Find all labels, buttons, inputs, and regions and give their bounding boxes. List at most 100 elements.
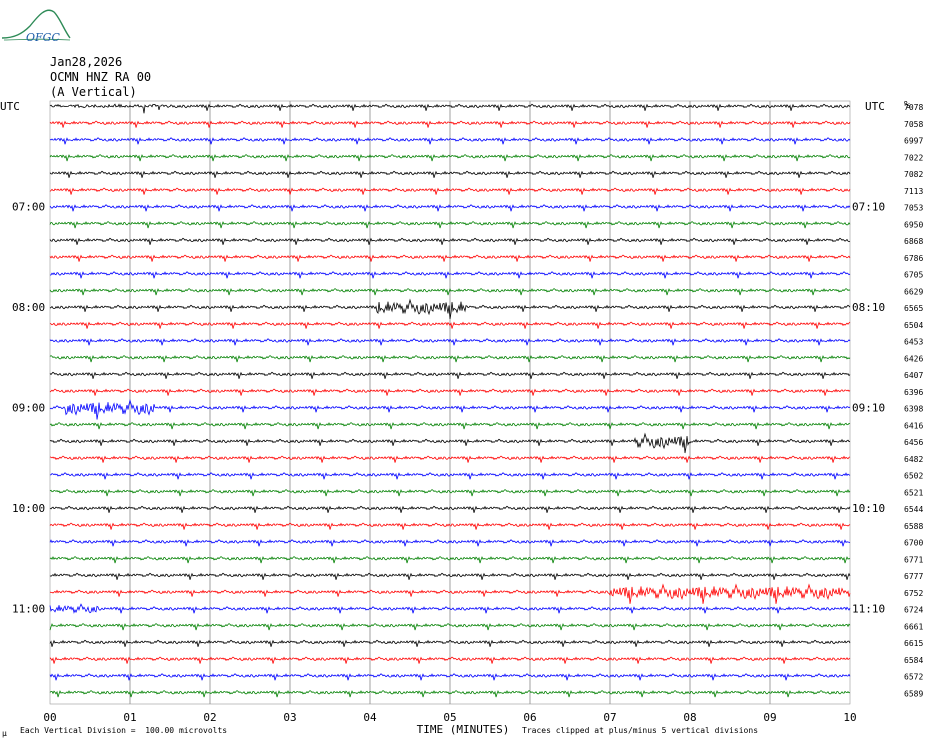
trace-14 bbox=[49, 338, 851, 346]
trace-value-26: 6700 bbox=[904, 539, 923, 548]
trace-value-24: 6544 bbox=[904, 505, 923, 514]
trace-4 bbox=[49, 170, 851, 178]
trace-value-6: 7053 bbox=[904, 204, 923, 213]
right-time-label-2: 09:10 bbox=[852, 402, 885, 415]
trace-12 bbox=[49, 298, 851, 320]
left-time-label-0: 07:00 bbox=[12, 201, 45, 214]
left-time-label-3: 10:00 bbox=[12, 502, 45, 515]
trace-20 bbox=[49, 432, 851, 454]
trace-value-21: 6482 bbox=[904, 455, 923, 464]
component-label: (A Vertical) bbox=[50, 85, 137, 99]
x-tick-label-2: 02 bbox=[203, 711, 216, 724]
trace-value-18: 6398 bbox=[904, 405, 923, 414]
trace-26 bbox=[49, 539, 851, 547]
trace-value-7: 6950 bbox=[904, 220, 923, 229]
trace-19 bbox=[49, 422, 851, 430]
station-code: OCMN HNZ RA 00 bbox=[50, 70, 152, 84]
trace-value-32: 6615 bbox=[904, 639, 923, 648]
x-axis-label: TIME (MINUTES) bbox=[417, 723, 510, 736]
right-time-label-3: 10:10 bbox=[852, 502, 885, 515]
right-time-label-1: 08:10 bbox=[852, 301, 885, 314]
left-time-label-2: 09:00 bbox=[12, 402, 45, 415]
x-tick-label-7: 07 bbox=[603, 711, 616, 724]
clip-note: Traces clipped at plus/minus 5 vertical … bbox=[522, 726, 759, 735]
trace-24 bbox=[49, 505, 851, 513]
ofgc-logo: OFGC bbox=[0, 4, 74, 44]
trace-value-22: 6502 bbox=[904, 472, 923, 481]
trace-value-30: 6724 bbox=[904, 606, 923, 615]
trace-value-16: 6407 bbox=[904, 371, 923, 380]
trace-value-35: 6589 bbox=[904, 689, 923, 698]
plot-date: Jan28,2026 bbox=[50, 55, 123, 69]
right-time-label-0: 07:10 bbox=[852, 201, 885, 214]
trace-10 bbox=[49, 271, 851, 279]
trace-value-2: 6997 bbox=[904, 137, 923, 146]
trace-value-1: 7058 bbox=[904, 120, 923, 129]
trace-value-19: 6416 bbox=[904, 421, 923, 430]
trace-5 bbox=[49, 187, 851, 195]
trace-value-29: 6752 bbox=[904, 589, 923, 598]
trace-17 bbox=[49, 388, 851, 396]
trace-29 bbox=[49, 583, 851, 604]
trace-0 bbox=[49, 103, 851, 114]
trace-8 bbox=[49, 237, 851, 245]
corner-mark: μ bbox=[2, 729, 7, 738]
trace-value-12: 6565 bbox=[904, 304, 923, 313]
trace-11 bbox=[49, 288, 851, 296]
trace-32 bbox=[49, 639, 851, 647]
trace-value-10: 6705 bbox=[904, 271, 923, 280]
trace-value-28: 6777 bbox=[904, 572, 923, 581]
trace-1 bbox=[49, 120, 851, 128]
trace-value-14: 6453 bbox=[904, 338, 923, 347]
trace-2 bbox=[49, 137, 851, 145]
trace-value-11: 6629 bbox=[904, 287, 923, 296]
trace-27 bbox=[49, 556, 851, 564]
trace-value-23: 6521 bbox=[904, 488, 923, 497]
x-tick-label-6: 06 bbox=[523, 711, 536, 724]
trace-value-4: 7082 bbox=[904, 170, 923, 179]
trace-15 bbox=[49, 355, 851, 363]
trace-25 bbox=[49, 522, 851, 530]
x-tick-label-1: 01 bbox=[123, 711, 136, 724]
trace-value-34: 6572 bbox=[904, 673, 923, 682]
trace-value-20: 6456 bbox=[904, 438, 923, 447]
trace-value-17: 6396 bbox=[904, 388, 923, 397]
trace-value-8: 6868 bbox=[904, 237, 923, 246]
trace-9 bbox=[49, 254, 851, 262]
x-tick-label-9: 09 bbox=[763, 711, 776, 724]
trace-23 bbox=[49, 489, 851, 497]
x-tick-label-4: 04 bbox=[363, 711, 377, 724]
trace-value-0: 7078 bbox=[904, 103, 923, 112]
trace-value-31: 6661 bbox=[904, 622, 923, 631]
trace-28 bbox=[49, 572, 851, 580]
trace-7 bbox=[49, 221, 851, 229]
x-tick-label-10: 10 bbox=[843, 711, 856, 724]
trace-13 bbox=[49, 321, 851, 329]
right-timezone-label: UTC bbox=[865, 100, 885, 113]
trace-35 bbox=[49, 690, 850, 698]
trace-18 bbox=[49, 399, 851, 420]
trace-33 bbox=[49, 656, 851, 664]
trace-21 bbox=[49, 455, 851, 463]
right-units-label: % bbox=[904, 100, 910, 111]
trace-31 bbox=[49, 623, 851, 631]
trace-6 bbox=[49, 204, 851, 212]
x-tick-label-3: 03 bbox=[283, 711, 296, 724]
trace-value-27: 6771 bbox=[904, 555, 923, 564]
trace-value-9: 6786 bbox=[904, 254, 923, 263]
trace-value-25: 6588 bbox=[904, 522, 923, 531]
trace-16 bbox=[49, 371, 851, 379]
trace-30 bbox=[49, 603, 851, 614]
trace-22 bbox=[49, 472, 851, 480]
left-time-label-4: 11:00 bbox=[12, 603, 45, 616]
trace-3 bbox=[49, 154, 851, 162]
trace-value-13: 6504 bbox=[904, 321, 923, 330]
logo-text: OFGC bbox=[26, 31, 60, 44]
trace-value-5: 7113 bbox=[904, 187, 923, 196]
division-note: Each Vertical Division = 100.00 microvol… bbox=[20, 726, 228, 735]
trace-value-3: 7022 bbox=[904, 153, 923, 162]
right-time-label-4: 11:10 bbox=[852, 603, 885, 616]
trace-value-15: 6426 bbox=[904, 354, 923, 363]
x-tick-label-5: 05 bbox=[443, 711, 456, 724]
x-tick-label-8: 08 bbox=[683, 711, 696, 724]
